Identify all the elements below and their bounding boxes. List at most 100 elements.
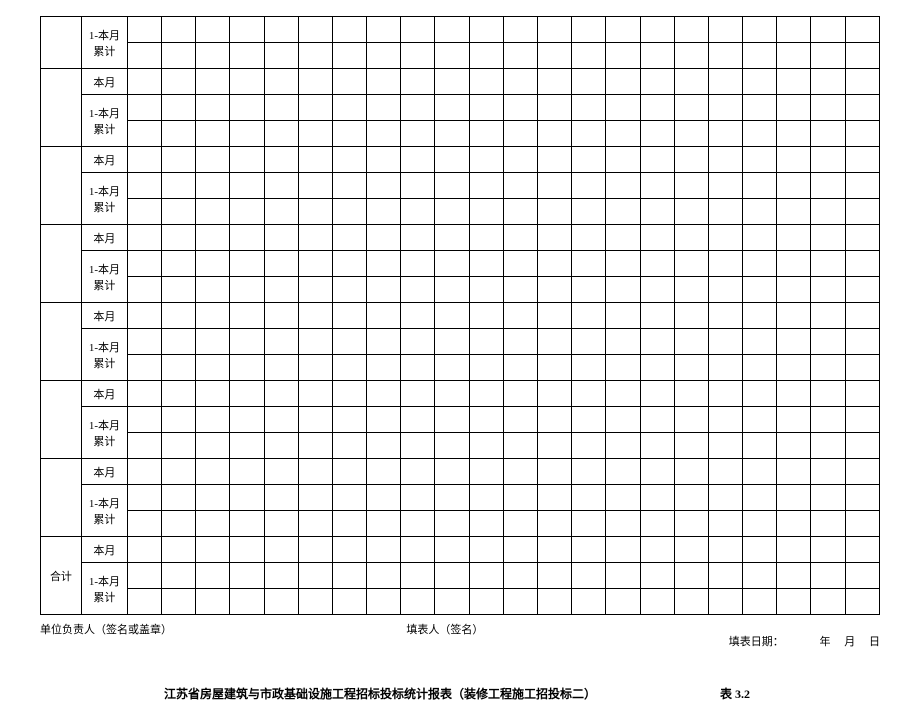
data-cell <box>435 407 469 433</box>
data-cell <box>674 277 708 303</box>
data-cell <box>264 511 298 537</box>
data-cell <box>230 511 264 537</box>
data-cell <box>674 121 708 147</box>
data-cell <box>367 147 401 173</box>
data-cell <box>401 121 435 147</box>
data-cell <box>640 433 674 459</box>
data-cell <box>503 69 537 95</box>
data-cell <box>298 251 332 277</box>
data-cell <box>674 589 708 615</box>
data-cell <box>845 173 879 199</box>
data-cell <box>367 433 401 459</box>
data-cell <box>469 43 503 69</box>
data-cell <box>469 95 503 121</box>
data-cell <box>298 433 332 459</box>
data-cell <box>606 225 640 251</box>
data-cell <box>708 563 742 589</box>
data-cell <box>332 277 366 303</box>
data-cell <box>230 329 264 355</box>
data-cell <box>606 147 640 173</box>
data-cell <box>606 563 640 589</box>
data-cell <box>708 251 742 277</box>
data-cell <box>127 251 161 277</box>
data-cell <box>572 225 606 251</box>
data-cell <box>777 511 811 537</box>
data-cell <box>674 329 708 355</box>
data-cell <box>230 589 264 615</box>
data-cell <box>811 147 845 173</box>
data-cell <box>127 69 161 95</box>
data-cell <box>332 459 366 485</box>
data-cell <box>230 173 264 199</box>
data-cell <box>127 407 161 433</box>
data-cell <box>743 95 777 121</box>
data-cell <box>298 225 332 251</box>
data-cell <box>503 329 537 355</box>
data-cell <box>196 329 230 355</box>
data-cell <box>503 589 537 615</box>
data-cell <box>777 589 811 615</box>
group-col <box>41 381 82 459</box>
data-cell <box>162 485 196 511</box>
data-cell <box>674 147 708 173</box>
data-cell <box>332 511 366 537</box>
data-cell <box>435 355 469 381</box>
data-cell <box>435 251 469 277</box>
data-cell <box>503 485 537 511</box>
data-cell <box>708 511 742 537</box>
data-cell <box>572 43 606 69</box>
data-cell <box>708 95 742 121</box>
data-cell <box>708 355 742 381</box>
data-cell <box>743 537 777 563</box>
data-cell <box>845 147 879 173</box>
data-cell <box>572 459 606 485</box>
data-cell <box>230 121 264 147</box>
data-cell <box>162 43 196 69</box>
data-cell <box>298 303 332 329</box>
data-cell <box>743 381 777 407</box>
data-cell <box>127 381 161 407</box>
data-cell <box>537 43 571 69</box>
data-cell <box>435 303 469 329</box>
data-cell <box>640 329 674 355</box>
data-cell <box>332 537 366 563</box>
preparer-label: 填表人（签名） <box>406 621 483 661</box>
data-cell <box>264 433 298 459</box>
data-cell <box>845 251 879 277</box>
data-cell <box>777 251 811 277</box>
data-cell <box>401 563 435 589</box>
data-cell <box>811 303 845 329</box>
data-cell <box>572 251 606 277</box>
data-cell <box>127 433 161 459</box>
data-cell <box>367 407 401 433</box>
data-cell <box>162 329 196 355</box>
data-cell <box>708 43 742 69</box>
data-cell <box>640 563 674 589</box>
data-cell <box>332 199 366 225</box>
data-cell <box>811 17 845 43</box>
data-cell <box>674 511 708 537</box>
data-cell <box>811 459 845 485</box>
data-cell <box>401 199 435 225</box>
data-cell <box>640 355 674 381</box>
data-cell <box>503 225 537 251</box>
data-cell <box>537 589 571 615</box>
data-cell <box>469 589 503 615</box>
data-cell <box>811 381 845 407</box>
data-cell <box>332 121 366 147</box>
data-cell <box>708 225 742 251</box>
data-cell <box>196 69 230 95</box>
data-cell <box>264 173 298 199</box>
row-label-cumulative: 1-本月累计 <box>81 173 127 225</box>
data-cell <box>572 537 606 563</box>
data-cell <box>264 381 298 407</box>
data-cell <box>230 433 264 459</box>
data-cell <box>606 407 640 433</box>
data-cell <box>606 121 640 147</box>
data-cell <box>401 355 435 381</box>
row-label-this-month: 本月 <box>81 225 127 251</box>
row-label-this-month: 本月 <box>81 147 127 173</box>
data-cell <box>367 121 401 147</box>
data-cell <box>469 459 503 485</box>
data-cell <box>845 355 879 381</box>
